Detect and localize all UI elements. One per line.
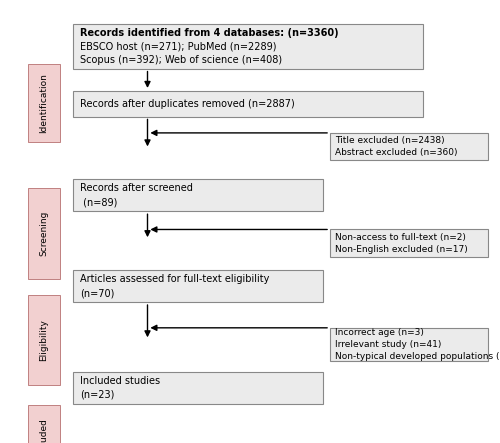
Bar	[72, 24, 422, 69]
Bar	[72, 179, 322, 211]
Bar	[72, 91, 422, 117]
Text: Irrelevant study (n=41): Irrelevant study (n=41)	[335, 340, 442, 349]
Bar	[28, 188, 60, 279]
Bar	[28, 64, 60, 142]
Bar	[28, 295, 60, 385]
Text: Articles assessed for full-text eligibility: Articles assessed for full-text eligibil…	[80, 274, 270, 284]
Text: Non-typical developed populations (n=3): Non-typical developed populations (n=3)	[335, 352, 500, 361]
Text: (n=89): (n=89)	[80, 197, 118, 207]
Bar	[28, 405, 60, 443]
Bar	[330, 328, 488, 361]
Text: Incorrect age (n=3): Incorrect age (n=3)	[335, 327, 424, 337]
Text: Eligibility: Eligibility	[39, 319, 48, 361]
Text: Identification: Identification	[39, 73, 48, 133]
Text: Included: Included	[39, 418, 48, 443]
Text: Non-English excluded (n=17): Non-English excluded (n=17)	[335, 245, 468, 254]
Text: EBSCO host (n=271); PubMed (n=2289): EBSCO host (n=271); PubMed (n=2289)	[80, 42, 276, 51]
Bar	[72, 270, 322, 302]
Text: (n=70): (n=70)	[80, 288, 114, 298]
Text: Screening: Screening	[39, 211, 48, 256]
Text: Included studies: Included studies	[80, 376, 160, 386]
Bar	[72, 372, 322, 404]
Text: Records after duplicates removed (n=2887): Records after duplicates removed (n=2887…	[80, 99, 295, 109]
Text: (n=23): (n=23)	[80, 390, 114, 400]
Text: Records identified from 4 databases: (n=3360): Records identified from 4 databases: (n=…	[80, 28, 338, 38]
Text: Title excluded (n=2438): Title excluded (n=2438)	[335, 136, 444, 145]
Bar	[330, 229, 488, 257]
Text: Abstract excluded (n=360): Abstract excluded (n=360)	[335, 148, 458, 157]
Text: Non-access to full-text (n=2): Non-access to full-text (n=2)	[335, 233, 466, 241]
Text: Scopus (n=392); Web of science (n=408): Scopus (n=392); Web of science (n=408)	[80, 55, 282, 65]
Bar	[330, 133, 488, 160]
Text: Records after screened: Records after screened	[80, 183, 193, 194]
